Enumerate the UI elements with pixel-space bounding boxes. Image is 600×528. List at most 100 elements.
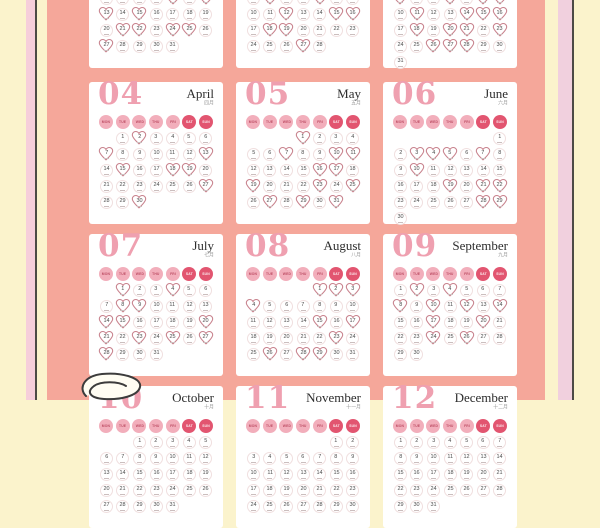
lunar-sublabel [103,34,109,35]
day-cell: 29 [115,194,131,210]
day-cell: 19 [459,314,475,330]
lunar-sublabel [267,342,273,343]
day-cell: 23 [131,178,147,194]
month-card-january: 01January一月MONTUEWEDTHUFRISATSUN12345678… [89,0,223,68]
weekday-pill: WED [132,267,147,281]
month-name-chinese: 六月 [498,100,508,106]
day-number: 27 [283,349,290,356]
heart-outline-icon [426,146,441,161]
lunar-sublabel [136,510,142,511]
day-cell-heart: 29 [492,194,508,210]
day-number: 2 [398,149,402,156]
weekday-label: FRI [463,119,470,124]
day-cell: 16 [148,6,164,22]
day-cell: 22 [475,22,491,38]
lunar-sublabel [317,174,323,175]
lunar-sublabel [447,478,453,479]
day-number: 23 [413,485,420,492]
day-cell: 6 [262,146,278,162]
weekday-label: SUN [349,271,357,276]
lunar-sublabel [397,294,403,295]
heart-outline-icon [198,178,214,193]
day-cell: 6 [459,146,475,162]
weekday-pill: FRI [165,419,180,433]
weekday-label: SAT [185,119,193,124]
day-number: 21 [103,333,110,340]
day-number: 26 [202,25,209,32]
day-number: 3 [431,285,436,292]
day-cell-heart: 1 [312,282,328,298]
day-cell: 10 [245,6,261,22]
lunar-sublabel [397,158,403,159]
day-number: 8 [318,301,322,308]
day-cell-heart: 27 [295,38,311,54]
lunar-sublabel [497,34,503,35]
day-cell: 18 [181,466,197,482]
day-number: 21 [103,181,110,188]
day-cell-heart: 17 [328,162,344,178]
weekday-pill: FRI [312,115,327,129]
lunar-sublabel [283,206,289,207]
day-number: 28 [463,41,470,48]
weekday-label: WED [429,119,438,124]
day-number: 30 [153,41,160,48]
lunar-sublabel [170,2,176,3]
day-number: 29 [136,501,143,508]
lunar-sublabel [203,294,209,295]
day-number: 14 [463,9,470,16]
day-cell: 3 [148,130,164,146]
weekday-pill: THU [443,267,458,281]
day-cell: 13 [98,466,114,482]
lunar-sublabel [250,310,256,311]
day-number: 8 [498,149,502,156]
day-number: 27 [447,41,454,48]
heart-outline-icon [132,330,147,345]
lunar-sublabel [300,190,306,191]
heart-outline-icon [262,194,278,209]
day-cell: 3 [148,282,164,298]
lunar-sublabel [120,50,126,51]
day-number: 1 [301,133,305,140]
day-number: 23 [349,485,356,492]
heart-outline-icon [312,346,327,361]
day-cell: 7 [295,298,311,314]
lunar-sublabel [497,310,503,311]
day-number: 9 [318,149,322,156]
day-number: 3 [351,285,355,292]
day-cell: 31 [392,54,408,70]
day-cell: 11 [442,298,458,314]
day-cell-heart: 28 [475,194,491,210]
day-cell: 28 [98,194,114,210]
day-cell: 9 [409,450,425,466]
month-card-july: 07 July 七月 MON TUE WED THU FRI SAT SUN 1 2 3 4 5 6 7 8 9 10… [89,228,223,376]
weekday-label: MON [396,423,405,428]
heart-outline-icon [279,146,294,161]
heart-outline-icon [99,314,114,329]
day-number: 27 [103,41,110,48]
day-number: 30 [397,213,404,220]
day-number: 21 [316,25,323,32]
heart-outline-icon [409,22,425,37]
day-number: 11 [267,9,273,16]
day-cell: 19 [459,466,475,482]
lunar-sublabel [186,294,192,295]
lunar-sublabel [464,34,470,35]
heart-outline-icon [329,6,344,21]
lunar-sublabel [300,50,306,51]
day-cell: 20 [98,22,114,38]
day-cell-heart: 15 [115,314,131,330]
lunar-sublabel [283,34,289,35]
lunar-sublabel [497,294,503,295]
day-cell: 7 [98,298,114,314]
lunar-sublabel [397,478,403,479]
day-cell: 11 [165,298,181,314]
day-cell: 3 [425,434,441,450]
lunar-sublabel [333,206,339,207]
day-number: 18 [447,469,454,476]
lunar-sublabel [414,174,420,175]
day-cell: 13 [442,6,458,22]
day-number: 12 [447,165,454,172]
heart-outline-icon [132,298,147,313]
